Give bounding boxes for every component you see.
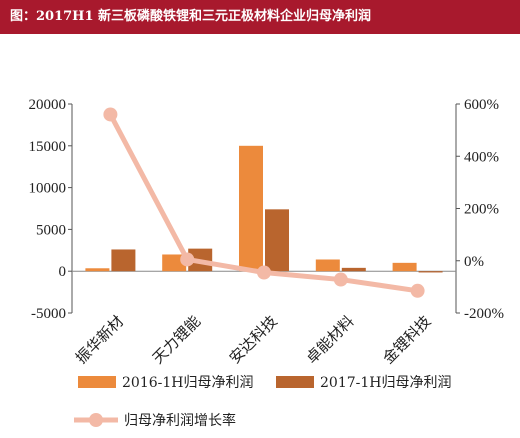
left-tick-label: 5000 bbox=[36, 222, 66, 238]
legend-swatch-growth-marker bbox=[89, 413, 103, 427]
bar-2017-1h bbox=[111, 249, 136, 272]
left-tick-label: 0 bbox=[59, 264, 67, 280]
growth-rate-line bbox=[108, 113, 418, 294]
category-label: 振华新材 bbox=[72, 312, 127, 367]
bar-2016-1h bbox=[315, 259, 340, 272]
left-tick-label: 10000 bbox=[29, 181, 67, 197]
right-tick-label: 400% bbox=[464, 149, 499, 165]
legend-label-growth: 归母净利润增长率 bbox=[124, 412, 236, 429]
category-label: 卓能材料 bbox=[302, 312, 357, 367]
category-label: 安达科技 bbox=[226, 312, 281, 367]
bar-2017-1h bbox=[341, 267, 366, 272]
left-tick-label: 15000 bbox=[29, 139, 67, 155]
category-label: 天力锂能 bbox=[149, 312, 204, 367]
growth-rate-point bbox=[180, 252, 195, 267]
legend-swatch-2017-1h bbox=[276, 376, 314, 388]
left-tick-label: 20000 bbox=[29, 97, 67, 113]
bar-2017-1h bbox=[418, 271, 443, 273]
legend-label-2017-1h: 2017-1H归母净利润 bbox=[320, 374, 451, 391]
chart-title: 图：2017H1 新三板磷酸铁锂和三元正极材料企业归母净利润 bbox=[0, 0, 520, 34]
legend-swatch-2016-1h bbox=[78, 376, 116, 388]
bar-2016-1h bbox=[162, 254, 187, 272]
growth-rate-point bbox=[103, 107, 118, 122]
growth-rate-point bbox=[257, 265, 271, 280]
bar-2017-1h bbox=[265, 209, 289, 272]
growth-rate-point bbox=[333, 272, 348, 287]
right-tick-label: 600% bbox=[464, 97, 499, 113]
left-tick-label: -5000 bbox=[31, 306, 66, 322]
right-tick-label: 0% bbox=[464, 254, 484, 270]
growth-rate-point bbox=[410, 283, 425, 298]
legend-label-2016-1h: 2016-1H归母净利润 bbox=[122, 374, 253, 391]
bar-2016-1h bbox=[85, 268, 110, 272]
right-tick-label: 200% bbox=[464, 202, 499, 218]
bar-2016-1h bbox=[239, 145, 263, 272]
right-tick-label: -200% bbox=[464, 306, 504, 322]
category-label: 金锂科技 bbox=[379, 312, 434, 367]
bar-2016-1h bbox=[392, 262, 417, 272]
